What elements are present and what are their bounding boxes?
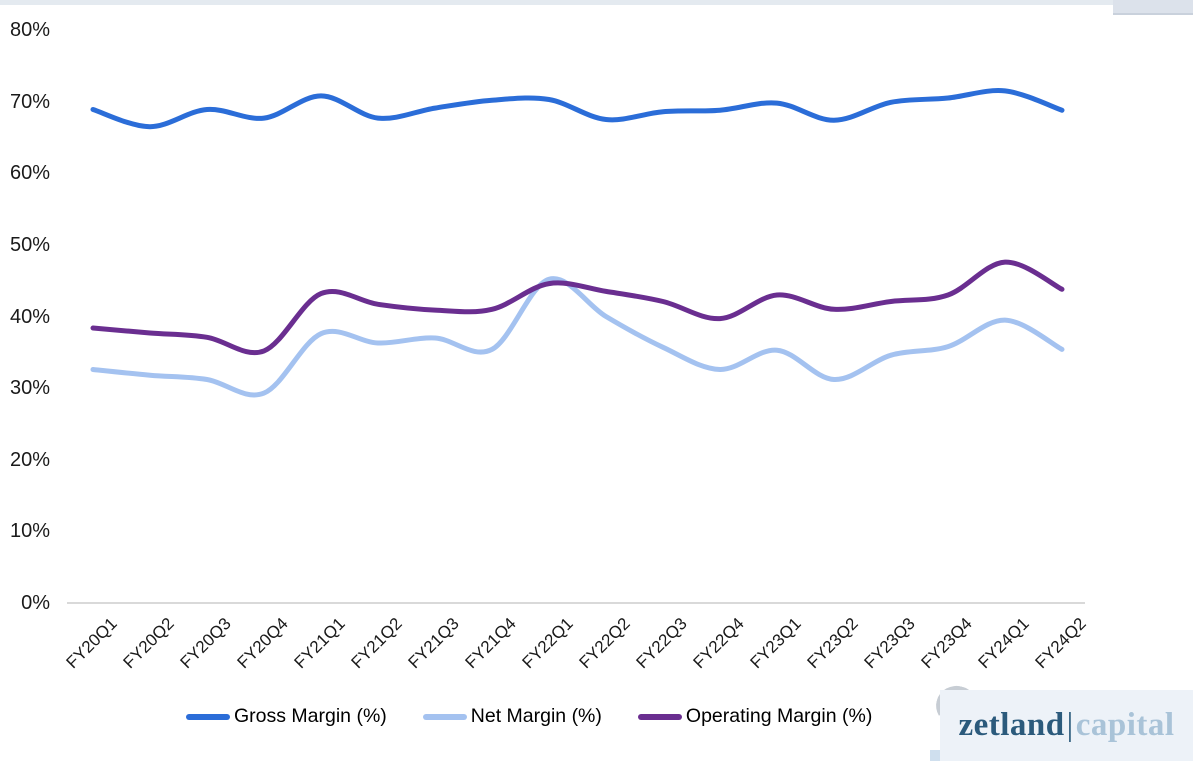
top-right-window-block: [1113, 0, 1193, 15]
y-tick-label: 60%: [9, 162, 50, 185]
legend-swatch-icon: [637, 713, 682, 720]
top-window-strip: [0, 0, 1113, 5]
y-tick-label: 50%: [9, 233, 50, 256]
logo-corner-patch: [930, 750, 944, 761]
logo-divider: |: [1066, 707, 1074, 743]
zetland-capital-logo: zetland | capital: [940, 690, 1193, 761]
series-line-net-margin: [90, 276, 1065, 398]
series-line-operating-margin: [90, 259, 1065, 355]
y-tick-label: 80%: [9, 19, 50, 41]
legend-label: Net Margin (%): [470, 705, 602, 727]
y-tick-label: 10%: [9, 520, 50, 543]
logo-word-capital: capital: [1075, 707, 1175, 743]
logo-word-zetland: zetland: [958, 707, 1065, 743]
legend-swatch-icon: [186, 713, 230, 720]
y-tick-label: 30%: [9, 377, 50, 400]
x-axis-line: [67, 602, 1085, 604]
legend-label: Operating Margin (%): [685, 705, 873, 727]
y-tick-label: 40%: [9, 305, 50, 328]
y-tick-label: 0%: [21, 592, 50, 614]
y-tick-label: 20%: [9, 448, 50, 471]
legend-swatch-icon: [422, 713, 467, 720]
series-line-gross-margin: [90, 88, 1065, 130]
legend-item-gross-margin: Gross Margin (%): [186, 705, 387, 728]
legend-item-net-margin: Net Margin (%): [422, 705, 602, 728]
y-tick-label: 70%: [9, 90, 50, 113]
chart-legend: Gross Margin (%) Net Margin (%) Operating …: [186, 705, 872, 728]
legend-item-operating-margin: Operating Margin (%): [637, 705, 873, 728]
legend-label: Gross Margin (%): [234, 705, 387, 727]
